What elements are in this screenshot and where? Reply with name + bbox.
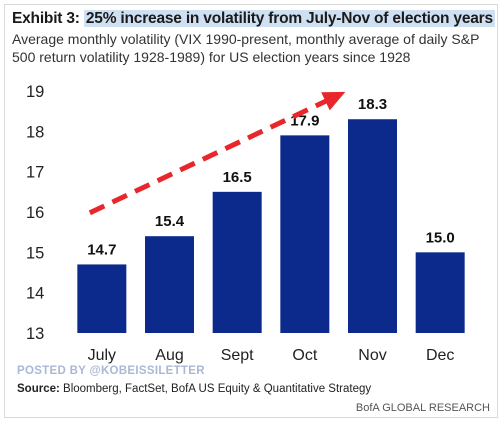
x-tick-label: July (88, 347, 116, 364)
watermark: POSTED BY @KOBEISSILETTER (17, 365, 205, 377)
bar-value-label: 15.0 (426, 229, 455, 246)
bar (280, 135, 330, 333)
bar-value-label: 15.4 (155, 213, 185, 230)
x-tick-label: Dec (426, 347, 454, 364)
source-label: Source: (17, 383, 60, 395)
x-tick-label: Sept (221, 347, 254, 364)
chart-title: Exhibit 3: 25% increase in volatility fr… (12, 10, 495, 28)
bar-value-label: 16.5 (223, 169, 252, 186)
bar (77, 264, 127, 333)
y-tick-label: 14 (26, 285, 44, 303)
y-tick-label: 17 (26, 164, 44, 182)
chart-subtitle: Average monthly volatility (VIX 1990-pre… (12, 31, 480, 65)
source-text: Bloomberg, FactSet, BofA US Equity & Qua… (59, 383, 372, 395)
bars: 14.715.416.517.918.315.0 (77, 96, 465, 333)
x-tick-label: Nov (358, 347, 386, 364)
bar-value-label: 14.7 (87, 241, 116, 258)
brand-footer: BofA GLOBAL RESEARCH (355, 402, 490, 414)
y-tick-label: 16 (26, 204, 44, 222)
title-highlight: 25% increase in volatility from July-Nov… (83, 10, 495, 27)
bar (145, 236, 194, 333)
y-tick-label: 18 (26, 123, 44, 141)
y-tick-label: 19 (26, 83, 44, 101)
bar (212, 191, 262, 333)
bar-value-label: 18.3 (358, 96, 387, 113)
y-tick-label: 15 (26, 244, 44, 262)
source-note: Source: Bloomberg, FactSet, BofA US Equi… (17, 383, 371, 395)
bar (348, 119, 397, 333)
x-axis: July Aug Sept Oct Nov Dec (88, 347, 455, 364)
bar (415, 252, 465, 333)
trend-arrow-head (321, 91, 346, 111)
y-tick-label: 13 (26, 325, 44, 343)
exhibit-frame (4, 4, 498, 418)
x-tick-label: Aug (155, 347, 183, 364)
trend-arrow (88, 91, 346, 216)
y-axis: 13 14 15 16 17 18 19 (26, 83, 44, 343)
trend-arrow-line (88, 94, 336, 216)
title-prefix: Exhibit 3: (12, 10, 84, 27)
x-tick-label: Oct (292, 347, 317, 364)
